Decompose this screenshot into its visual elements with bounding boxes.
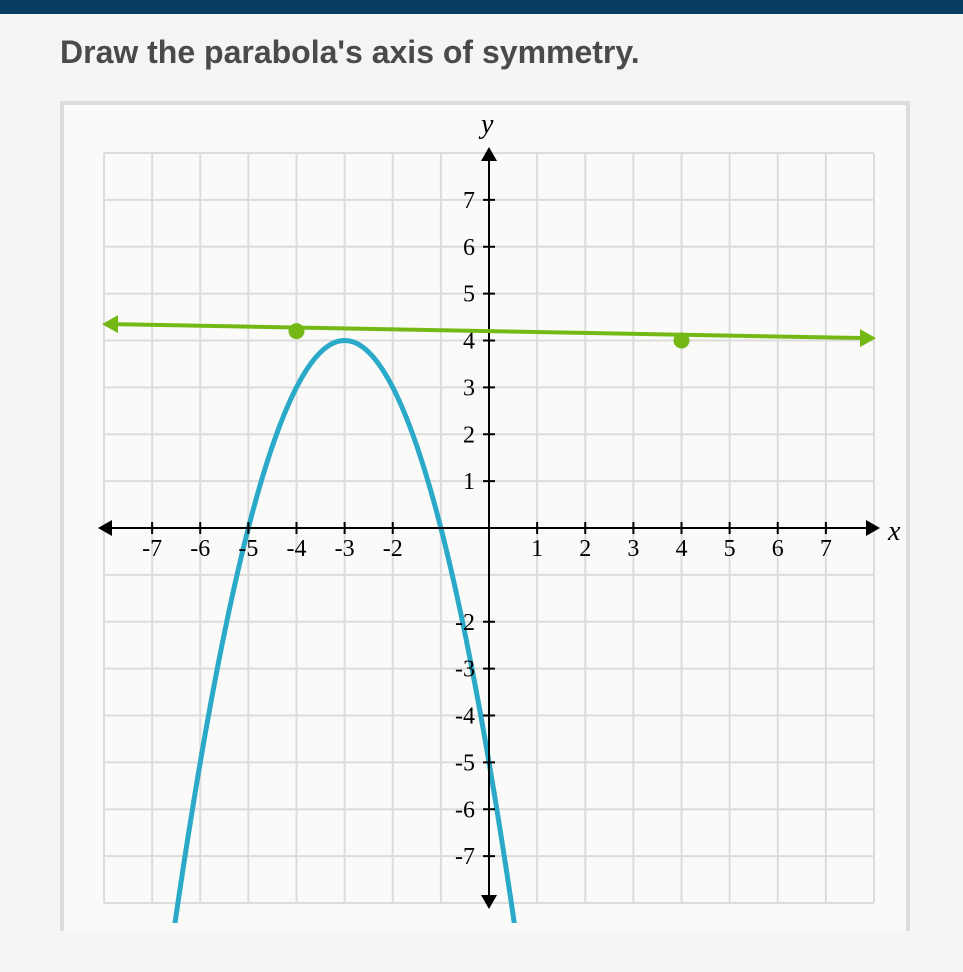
svg-text:-5: -5 [238,536,258,562]
coordinate-graph[interactable]: -7-6-5-4-3-212345671234567-2-3-4-5-6-7 [64,113,914,923]
svg-text:3: 3 [627,536,639,562]
svg-text:2: 2 [579,536,591,562]
svg-text:-2: -2 [455,610,475,636]
y-axis-label: y [481,109,493,141]
svg-text:4: 4 [676,536,688,562]
svg-text:3: 3 [463,375,475,401]
svg-text:5: 5 [724,536,736,562]
header-bar [0,0,963,14]
svg-text:-5: -5 [455,750,475,776]
svg-text:-6: -6 [190,536,210,562]
svg-text:-7: -7 [142,536,162,562]
svg-text:2: 2 [463,422,475,448]
svg-text:5: 5 [463,282,475,308]
svg-text:7: 7 [820,536,832,562]
svg-text:-3: -3 [335,536,355,562]
question-title: Draw the parabola's axis of symmetry. [60,34,933,71]
x-axis-label: x [888,516,900,548]
svg-text:-4: -4 [455,704,475,730]
svg-text:6: 6 [463,235,475,261]
graph-container[interactable]: -7-6-5-4-3-212345671234567-2-3-4-5-6-7 y… [60,101,910,931]
svg-text:-3: -3 [455,657,475,683]
axes [98,147,880,909]
svg-text:-2: -2 [383,536,403,562]
line-point[interactable] [674,333,690,349]
svg-text:-6: -6 [455,797,475,823]
svg-text:7: 7 [463,188,475,214]
svg-text:1: 1 [531,536,543,562]
line-point[interactable] [289,323,305,339]
content-area: Draw the parabola's axis of symmetry. -7… [0,14,963,961]
svg-text:-7: -7 [455,844,475,870]
svg-text:-4: -4 [287,536,307,562]
svg-text:1: 1 [463,469,475,495]
svg-text:6: 6 [772,536,784,562]
